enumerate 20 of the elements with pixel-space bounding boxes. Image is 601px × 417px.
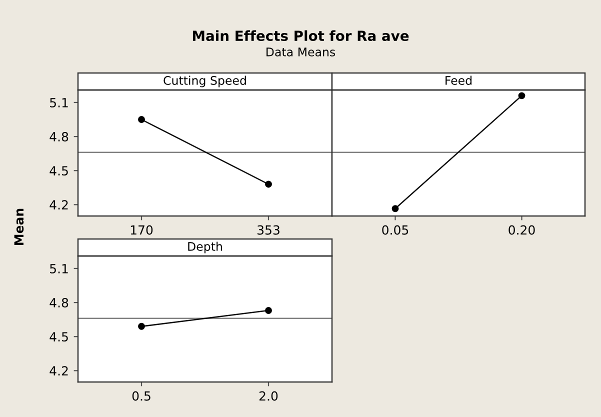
- y-tick-label: 4.8: [50, 298, 68, 308]
- y-axis-title: Mean: [14, 208, 24, 245]
- x-tick-label: 0.05: [382, 225, 408, 235]
- y-tick-label: 4.5: [50, 332, 68, 342]
- y-tick-label: 4.8: [50, 132, 68, 142]
- y-tick-label: 4.2: [50, 366, 68, 376]
- y-tick-label: 4.5: [50, 166, 68, 176]
- text: Data Means: [266, 48, 336, 56]
- x-tick-label: 170: [130, 225, 153, 235]
- chart-title: Cutting Speed: [164, 76, 246, 88]
- x-tick-label: 353: [258, 225, 280, 235]
- y-tick-label: 5.1: [50, 264, 68, 274]
- x-tick-label: 2.0: [259, 391, 278, 401]
- y-tick-label: 4.2: [50, 200, 68, 210]
- y-tick-label: 5.1: [50, 98, 68, 108]
- text: Main Effects Plot for Ra ave: [192, 30, 409, 42]
- chart-title: Depth: [188, 242, 222, 254]
- chart-title: Feed: [446, 76, 472, 85]
- x-tick-label: 0.5: [132, 391, 150, 401]
- x-tick-label: 0.20: [508, 225, 535, 235]
